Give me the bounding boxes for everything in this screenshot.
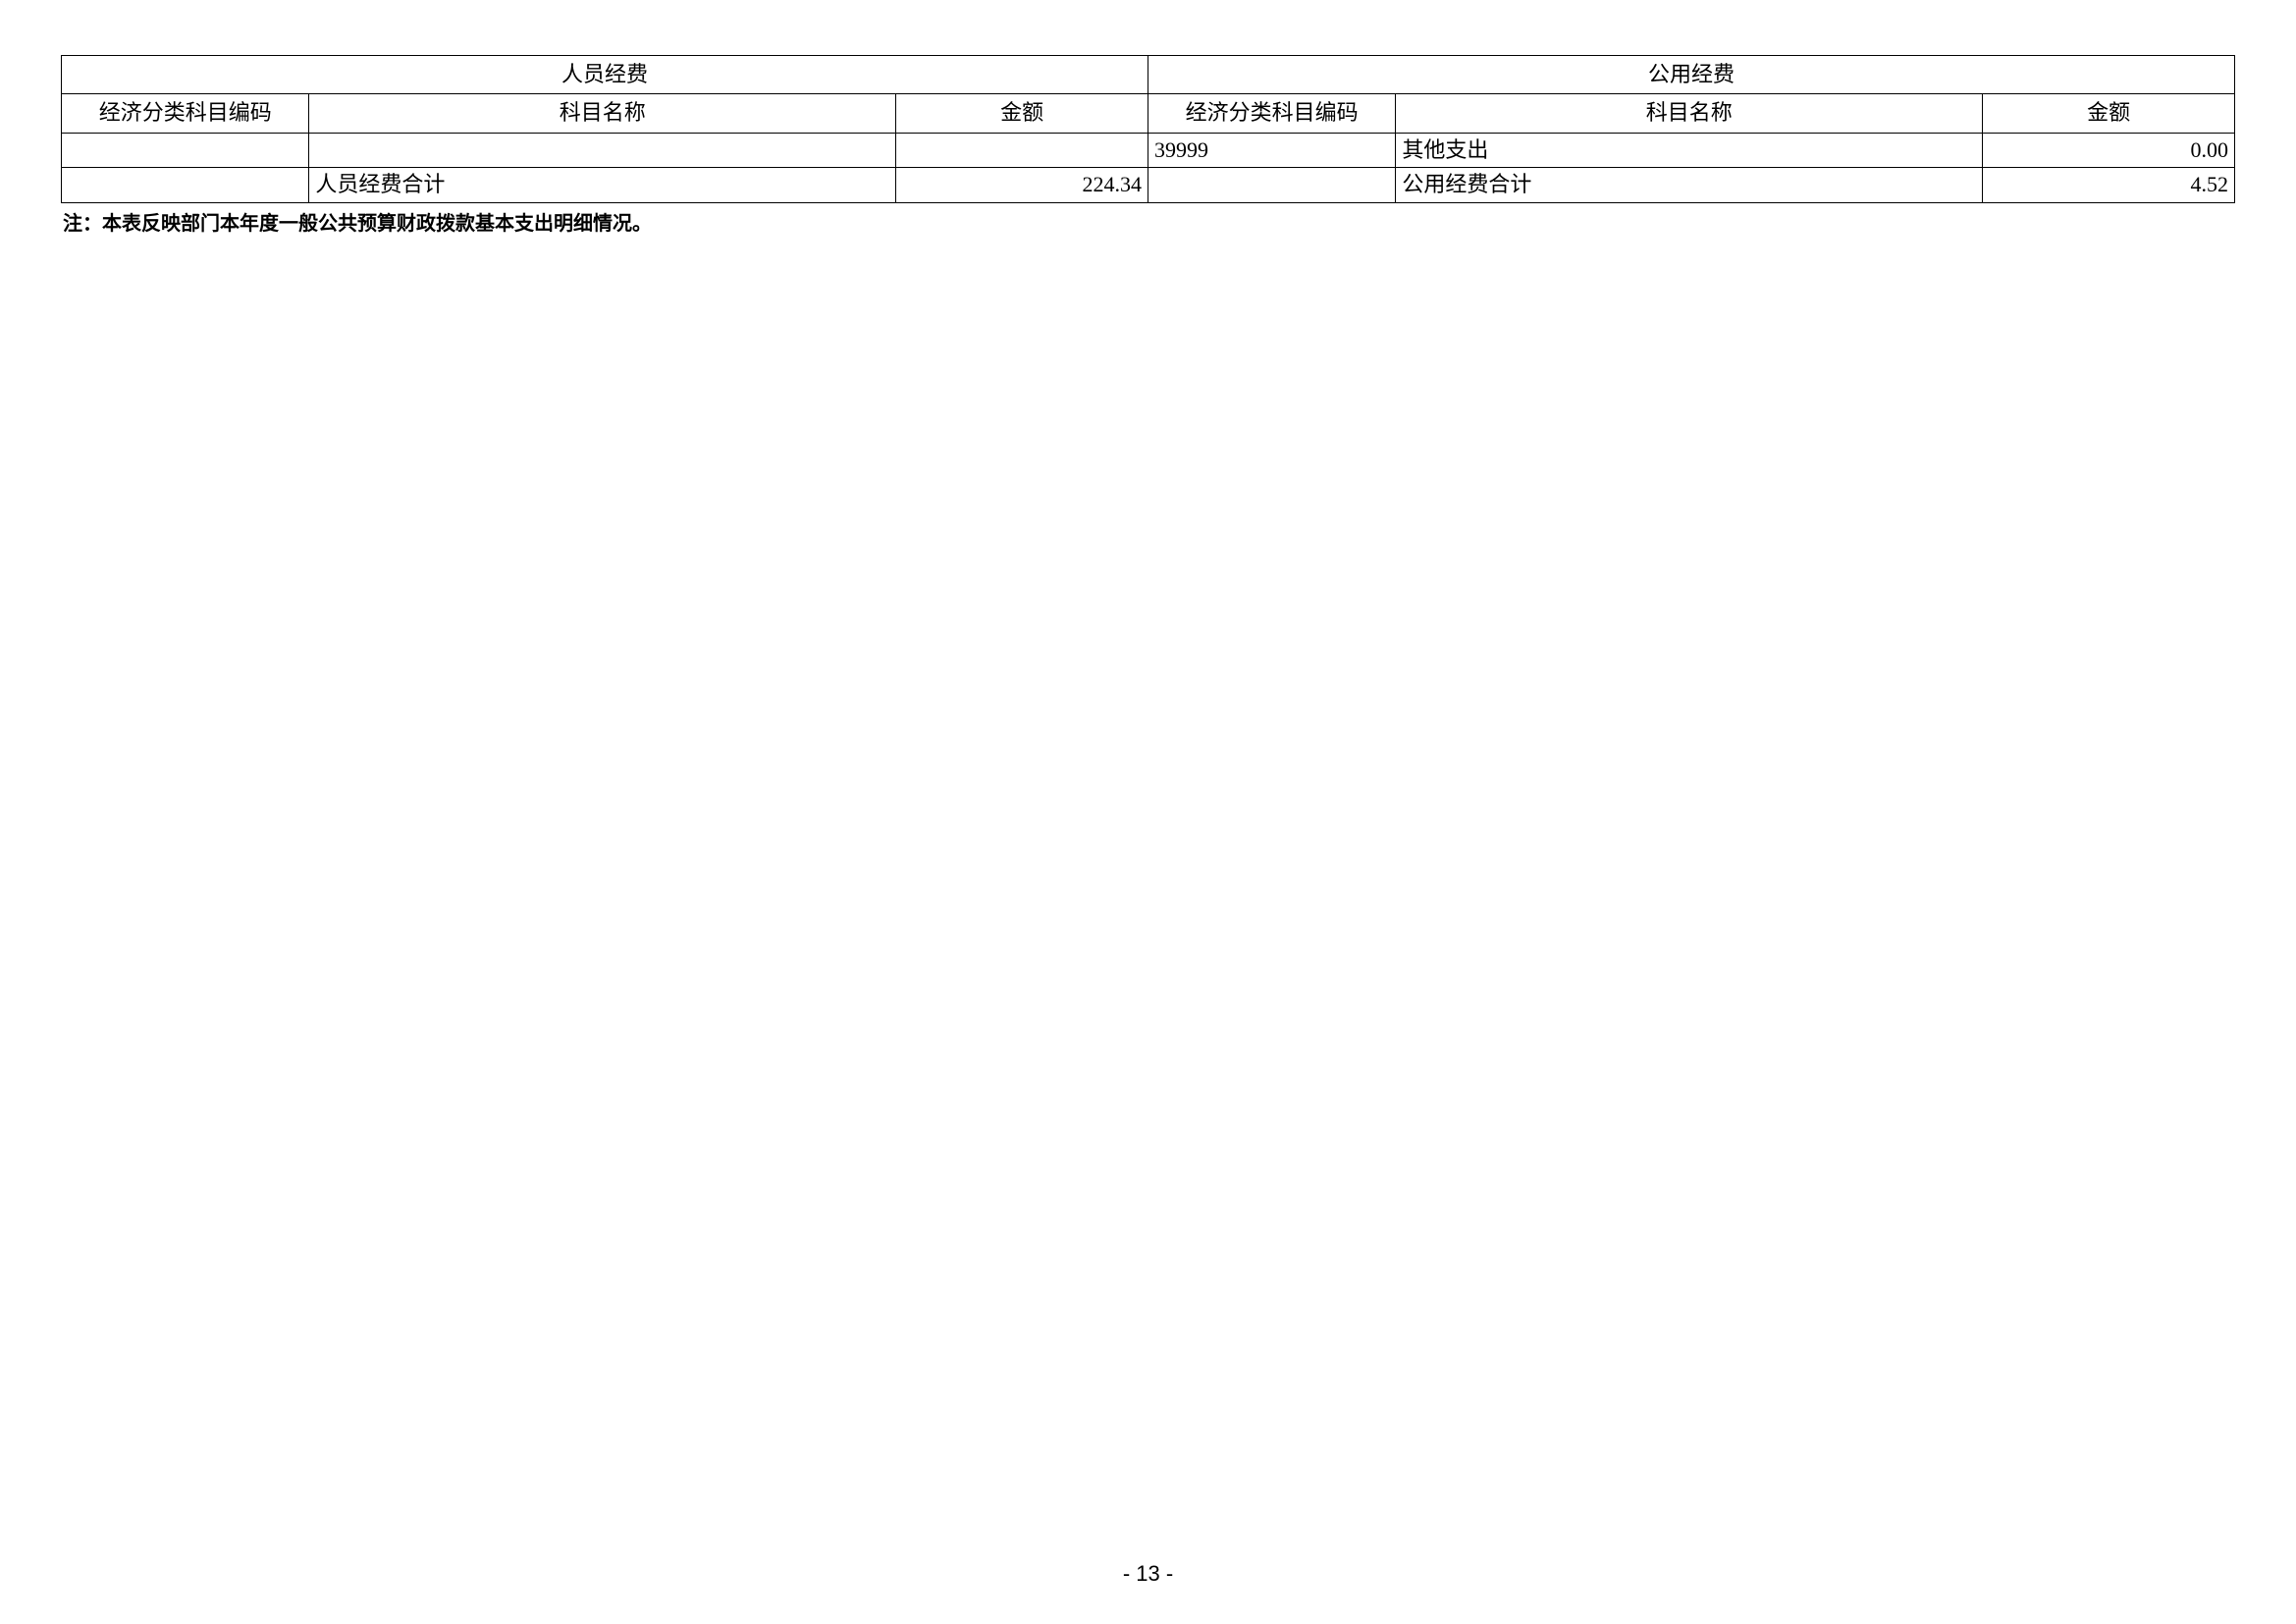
footnote-text: 注：本表反映部门本年度一般公共预算财政拨款基本支出明细情况。 <box>61 207 2235 236</box>
personnel-name-cell: 人员经费合计 <box>309 168 896 202</box>
personnel-amount-cell: 224.34 <box>896 168 1148 202</box>
personnel-group-header: 人员经费 <box>62 56 1148 94</box>
public-amount-cell: 4.52 <box>1983 168 2235 202</box>
page-number: - 13 - <box>0 1561 2296 1587</box>
personnel-code-cell <box>62 133 309 167</box>
table-group-header-row: 人员经费 公用经费 <box>62 56 2235 94</box>
personnel-amount-header: 金额 <box>896 94 1148 133</box>
table-sub-header-row: 经济分类科目编码 科目名称 金额 经济分类科目编码 科目名称 金额 <box>62 94 2235 133</box>
public-amount-header: 金额 <box>1983 94 2235 133</box>
personnel-name-cell <box>309 133 896 167</box>
public-code-header: 经济分类科目编码 <box>1148 94 1395 133</box>
public-amount-cell: 0.00 <box>1983 133 2235 167</box>
personnel-name-header: 科目名称 <box>309 94 896 133</box>
table-row: 人员经费合计 224.34 公用经费合计 4.52 <box>62 168 2235 202</box>
public-name-cell: 公用经费合计 <box>1396 168 1983 202</box>
personnel-code-header: 经济分类科目编码 <box>62 94 309 133</box>
public-code-cell <box>1148 168 1395 202</box>
personnel-amount-cell <box>896 133 1148 167</box>
public-name-header: 科目名称 <box>1396 94 1983 133</box>
expense-table: 人员经费 公用经费 经济分类科目编码 科目名称 金额 经济分类科目编码 科目名称… <box>61 55 2235 203</box>
public-group-header: 公用经费 <box>1148 56 2234 94</box>
personnel-code-cell <box>62 168 309 202</box>
public-name-cell: 其他支出 <box>1396 133 1983 167</box>
public-code-cell: 39999 <box>1148 133 1395 167</box>
table-row: 39999 其他支出 0.00 <box>62 133 2235 167</box>
